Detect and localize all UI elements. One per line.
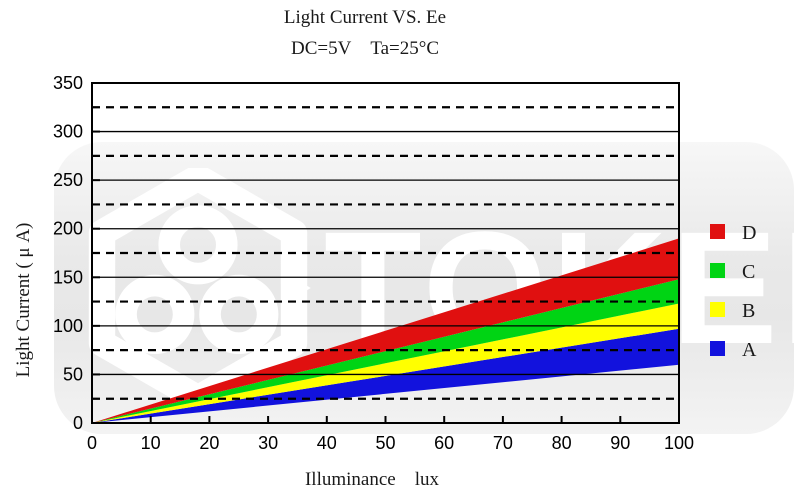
legend-label-C: C xyxy=(742,261,755,283)
y-axis-label: Light Current ( μ A) xyxy=(13,223,34,378)
y-tick-label-300: 300 xyxy=(53,122,83,142)
x-tick-label-80: 80 xyxy=(552,433,572,453)
chart-subtitle: DC=5V Ta=25°C xyxy=(290,38,440,59)
x-tick-label-10: 10 xyxy=(141,433,161,453)
x-tick-label-50: 50 xyxy=(375,433,395,453)
y-tick-label-100: 100 xyxy=(53,316,83,336)
y-tick-label-200: 200 xyxy=(53,219,83,239)
y-tick-label-350: 350 xyxy=(53,73,83,93)
x-axis-label: Illuminance lux xyxy=(305,469,440,490)
x-tick-label-70: 70 xyxy=(493,433,513,453)
x-tick-label-0: 0 xyxy=(87,433,97,453)
y-tick-label-150: 150 xyxy=(53,267,83,287)
x-tick-label-40: 40 xyxy=(317,433,337,453)
legend-swatch-A xyxy=(710,341,725,356)
legend-swatch-D xyxy=(710,224,725,239)
legend-label-A: A xyxy=(742,339,757,361)
logo-dot-right xyxy=(199,274,279,354)
y-tick-label-0: 0 xyxy=(73,413,83,433)
x-tick-label-90: 90 xyxy=(610,433,630,453)
legend-label-B: B xyxy=(742,300,755,322)
y-tick-label-250: 250 xyxy=(53,170,83,190)
logo-dot-left xyxy=(115,274,195,354)
y-tick-label-50: 50 xyxy=(63,364,83,384)
x-tick-label-20: 20 xyxy=(199,433,219,453)
logo-arrow xyxy=(282,271,311,305)
x-tick-label-60: 60 xyxy=(434,433,454,453)
legend-swatch-C xyxy=(710,263,725,278)
band-D xyxy=(92,238,679,423)
x-tick-label-30: 30 xyxy=(258,433,278,453)
legend-swatch-B xyxy=(710,302,725,317)
x-tick-label-100: 100 xyxy=(664,433,694,453)
legend-label-D: D xyxy=(742,222,756,244)
logo-dot-top xyxy=(158,205,238,285)
chart-title: Light Current VS. Ee xyxy=(283,7,447,28)
